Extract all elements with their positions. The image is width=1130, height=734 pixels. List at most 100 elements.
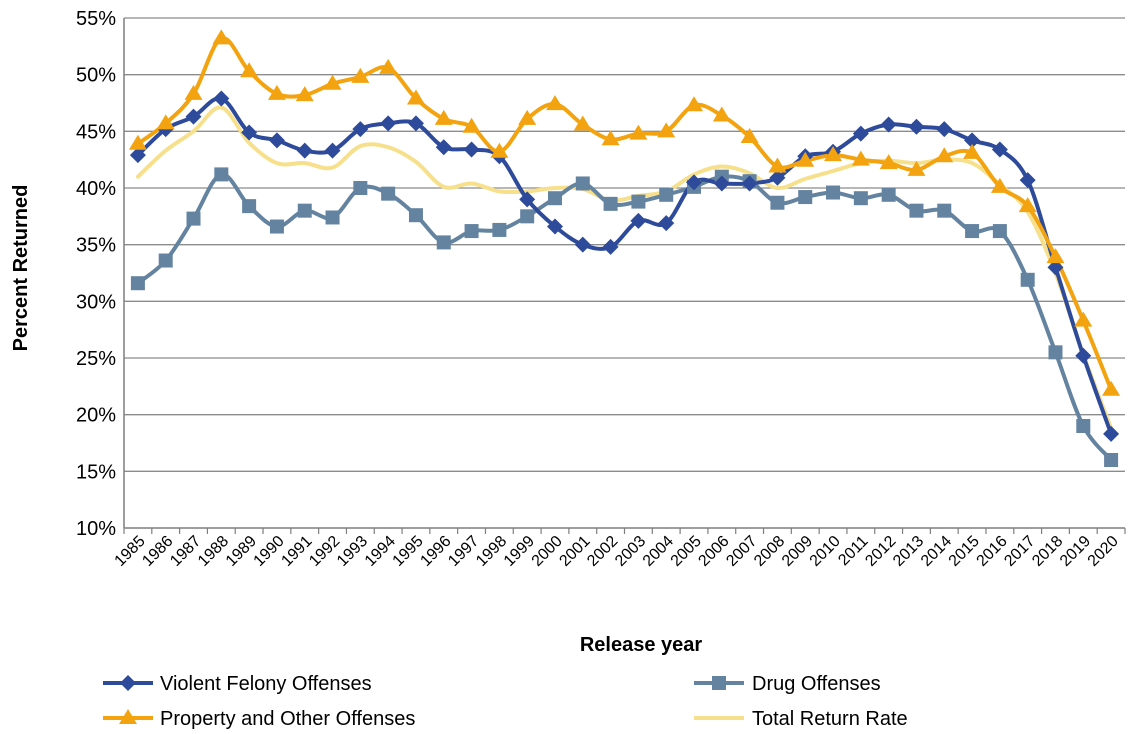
data-point-drug bbox=[770, 195, 785, 210]
x-tick-label: 2014 bbox=[918, 533, 955, 570]
data-point-drug bbox=[186, 211, 201, 226]
x-tick-label: 1997 bbox=[445, 533, 482, 570]
x-tick-label: 2002 bbox=[584, 533, 621, 570]
data-point-drug bbox=[214, 167, 229, 182]
data-point-drug bbox=[631, 194, 646, 209]
x-tick-label: 1996 bbox=[417, 533, 454, 570]
data-point-property bbox=[184, 84, 203, 100]
data-point-property bbox=[657, 122, 676, 138]
x-tick-label: 2016 bbox=[974, 533, 1011, 570]
x-tick-label: 2015 bbox=[946, 533, 983, 570]
x-tick-label: 1989 bbox=[223, 533, 260, 570]
legend-item-drug: Drug Offenses bbox=[694, 673, 881, 695]
data-point-drug bbox=[1020, 272, 1035, 287]
x-tick-label: 1985 bbox=[112, 533, 149, 570]
y-tick-labels: 10% 15% 20% 25% 30% 35% 40% 45% 50% 55% bbox=[76, 8, 116, 540]
series-lines bbox=[135, 36, 1114, 462]
x-tick-label: 1998 bbox=[473, 533, 510, 570]
data-point-violent bbox=[129, 147, 146, 164]
data-point-violent bbox=[964, 132, 981, 149]
data-point-property bbox=[601, 130, 620, 146]
x-tick-label: 2000 bbox=[529, 533, 566, 570]
series-line-drug bbox=[135, 172, 1114, 462]
x-tick-label: 2009 bbox=[779, 533, 816, 570]
y-tick-label: 50% bbox=[76, 65, 116, 87]
data-point-property bbox=[990, 177, 1009, 193]
data-point-property bbox=[212, 29, 231, 45]
x-tick-label: 1987 bbox=[167, 533, 204, 570]
legend-swatch-violent-marker bbox=[120, 675, 136, 691]
data-point-drug bbox=[853, 191, 868, 206]
data-point-property bbox=[156, 114, 175, 130]
data-point-violent bbox=[324, 142, 341, 159]
data-point-drug bbox=[130, 276, 145, 291]
x-tick-label: 2006 bbox=[695, 533, 732, 570]
x-tick-label: 1992 bbox=[306, 533, 343, 570]
data-point-property bbox=[879, 154, 898, 170]
data-point-property bbox=[768, 157, 787, 173]
data-point-violent bbox=[185, 108, 202, 125]
legend-item-violent: Violent Felony Offenses bbox=[103, 673, 372, 695]
gridlines bbox=[124, 17, 1125, 472]
x-tick-label: 1993 bbox=[334, 533, 371, 570]
data-point-property bbox=[240, 62, 259, 78]
data-point-property bbox=[824, 146, 843, 162]
y-tick-label: 30% bbox=[76, 291, 116, 313]
y-axis-title: Percent Returned bbox=[10, 185, 32, 352]
x-tick-label: 2007 bbox=[723, 533, 760, 570]
x-tick-label: 2005 bbox=[668, 533, 705, 570]
data-point-violent bbox=[991, 141, 1008, 158]
data-point-drug bbox=[381, 186, 396, 201]
data-point-violent bbox=[407, 115, 424, 132]
data-point-violent bbox=[241, 124, 258, 141]
x-tick-label: 1988 bbox=[195, 533, 232, 570]
x-axis-title: Release year bbox=[580, 634, 703, 656]
data-point-violent bbox=[435, 139, 452, 156]
data-point-property bbox=[518, 109, 537, 125]
x-tick-label: 2011 bbox=[835, 533, 871, 569]
data-point-violent bbox=[686, 174, 703, 191]
series-markers bbox=[128, 29, 1121, 467]
data-point-drug bbox=[909, 203, 924, 218]
data-point-property bbox=[629, 124, 648, 140]
data-point-drug bbox=[965, 224, 980, 239]
data-point-drug bbox=[547, 191, 562, 206]
y-tick-label: 10% bbox=[76, 518, 116, 540]
data-point-property bbox=[1102, 380, 1121, 396]
data-point-violent bbox=[602, 238, 619, 255]
legend-item-property: Property and Other Offenses bbox=[103, 708, 415, 730]
data-point-drug bbox=[492, 222, 507, 237]
data-point-violent bbox=[574, 236, 591, 253]
data-point-property bbox=[740, 128, 759, 143]
x-tick-label: 1986 bbox=[139, 533, 176, 570]
y-tick-label: 25% bbox=[76, 348, 116, 370]
legend-label-drug: Drug Offenses bbox=[752, 673, 881, 695]
x-tick-label: 2004 bbox=[640, 533, 677, 570]
data-point-violent bbox=[1075, 347, 1092, 364]
data-point-property bbox=[323, 74, 342, 90]
data-point-drug bbox=[1076, 419, 1091, 433]
legend-swatch-property-marker bbox=[119, 709, 137, 724]
legend: Violent Felony Offenses Drug Offenses Pr… bbox=[103, 673, 908, 730]
data-point-property bbox=[490, 142, 509, 158]
data-point-drug bbox=[575, 176, 590, 191]
data-point-drug bbox=[436, 235, 451, 250]
data-point-violent bbox=[296, 142, 313, 159]
legend-swatch-drug-marker bbox=[712, 676, 726, 690]
series-line-property bbox=[135, 36, 1114, 392]
data-point-violent bbox=[519, 191, 536, 208]
legend-item-total: Total Return Rate bbox=[694, 708, 908, 730]
data-point-violent bbox=[852, 125, 869, 142]
data-point-violent bbox=[880, 116, 897, 133]
data-point-violent bbox=[463, 141, 480, 158]
data-point-property bbox=[406, 89, 425, 105]
data-point-property bbox=[712, 106, 731, 122]
data-point-drug bbox=[297, 203, 312, 218]
data-point-violent bbox=[380, 115, 397, 132]
data-point-property bbox=[935, 147, 954, 163]
x-tick-label: 2018 bbox=[1029, 533, 1066, 570]
legend-label-total: Total Return Rate bbox=[752, 708, 908, 730]
data-point-drug bbox=[826, 185, 841, 200]
data-point-property bbox=[128, 134, 147, 150]
